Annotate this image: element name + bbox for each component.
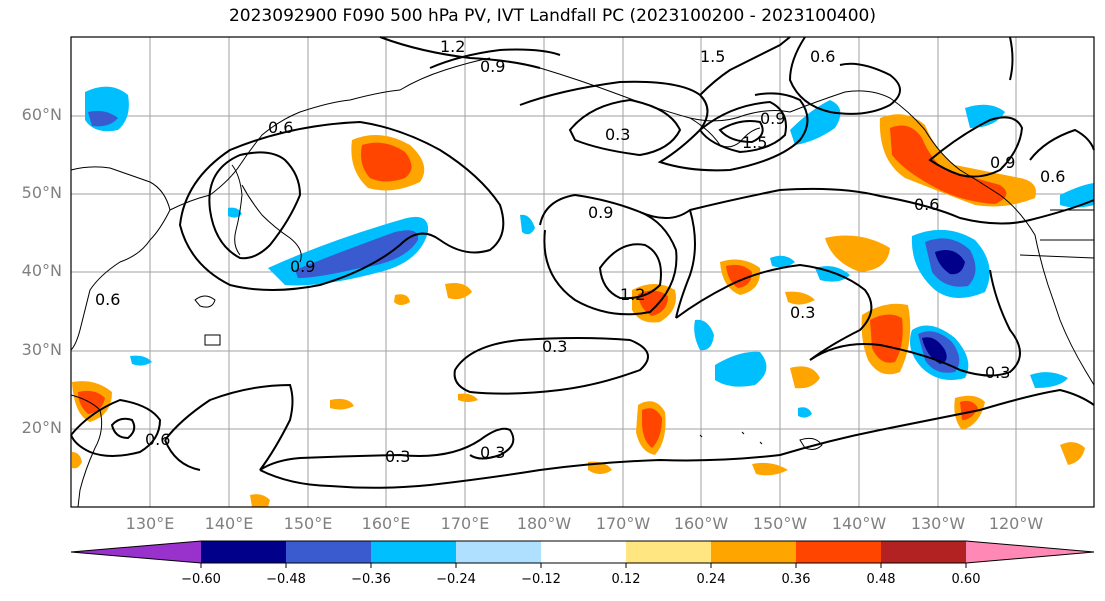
ivt-anomaly-fills — [72, 86, 1094, 507]
contour-label: 0.3 — [985, 363, 1010, 382]
contour-label: 1.2 — [620, 285, 645, 304]
contour-label: 0.9 — [588, 203, 613, 222]
lat-label: 20°N — [21, 418, 62, 437]
contour-label: 0.3 — [542, 337, 567, 356]
contour-label: 1.2 — [440, 37, 465, 56]
lon-label: 160°E — [361, 514, 411, 533]
lon-label: 180°W — [516, 514, 572, 533]
lon-label: 130°E — [125, 514, 175, 533]
contour-label: 0.9 — [480, 57, 505, 76]
lon-label: 130°W — [910, 514, 966, 533]
lon-label: 160°W — [673, 514, 729, 533]
contour-label: 1.5 — [742, 133, 767, 152]
lon-label: 150°E — [283, 514, 333, 533]
colorbar-tick-label: 0.12 — [611, 572, 641, 587]
colorbar — [70, 540, 1095, 568]
contour-label: 0.3 — [605, 125, 630, 144]
lon-label: 140°E — [204, 514, 254, 533]
lon-label: 170°W — [595, 514, 651, 533]
colorbar-tick-label: −0.48 — [266, 572, 306, 587]
colorbar-tick-label: −0.12 — [521, 572, 561, 587]
contour-label: 0.9 — [990, 153, 1015, 172]
colorbar-bin — [796, 541, 881, 563]
colorbar-tick-label: 0.24 — [696, 572, 726, 587]
colorbar-bin — [626, 541, 711, 563]
contour-label: 0.6 — [145, 430, 170, 449]
contour-label: 0.6 — [268, 118, 293, 137]
contour-label: 1.5 — [700, 47, 725, 66]
contour-label: 0.6 — [1040, 167, 1065, 186]
contour-label: 0.3 — [385, 447, 410, 466]
colorbar-bin — [456, 541, 541, 563]
map-title: 2023092900 F090 500 hPa PV, IVT Landfall… — [228, 6, 876, 26]
colorbar-tick-label: −0.36 — [351, 572, 391, 587]
colorbar-bin — [881, 541, 966, 563]
lon-label: 120°W — [988, 514, 1044, 533]
colorbar-over-triangle — [966, 541, 1094, 563]
lat-label: 40°N — [21, 261, 62, 280]
colorbar-bin — [371, 541, 456, 563]
colorbar-tick-label: 0.36 — [781, 572, 811, 587]
colorbar-tick-label: 0.48 — [866, 572, 896, 587]
lon-label: 140°W — [831, 514, 887, 533]
contour-label: 0.6 — [810, 47, 835, 66]
pv-contours — [70, 36, 1095, 489]
contour-label: 0.6 — [914, 195, 939, 214]
contour-labels: 1.2 0.9 1.5 0.6 0.6 0.3 0.9 1.5 0.9 0.6 … — [95, 37, 1065, 466]
contour-label: 0.3 — [790, 303, 815, 322]
contour-label: 0.3 — [480, 443, 505, 462]
coastlines — [70, 57, 1095, 508]
lat-label: 50°N — [21, 183, 62, 202]
graticule — [71, 37, 1094, 507]
contour-label: 0.9 — [760, 109, 785, 128]
contour-label: 0.6 — [95, 290, 120, 309]
colorbar-tick-label: −0.24 — [436, 572, 476, 587]
lon-label: 150°W — [752, 514, 808, 533]
colorbar-under-triangle — [71, 541, 201, 563]
lon-label: 170°E — [440, 514, 490, 533]
lat-label: 30°N — [21, 340, 62, 359]
colorbar-bin — [541, 541, 626, 563]
colorbar-bin — [201, 541, 286, 563]
contour-label: 0.9 — [290, 257, 315, 276]
map-frame — [70, 36, 1095, 508]
colorbar-tick-label: −0.60 — [181, 572, 221, 587]
colorbar-bin — [711, 541, 796, 563]
colorbar-tick-label: 0.60 — [951, 572, 981, 587]
colorbar-bin — [286, 541, 371, 563]
lat-label: 60°N — [21, 105, 62, 124]
